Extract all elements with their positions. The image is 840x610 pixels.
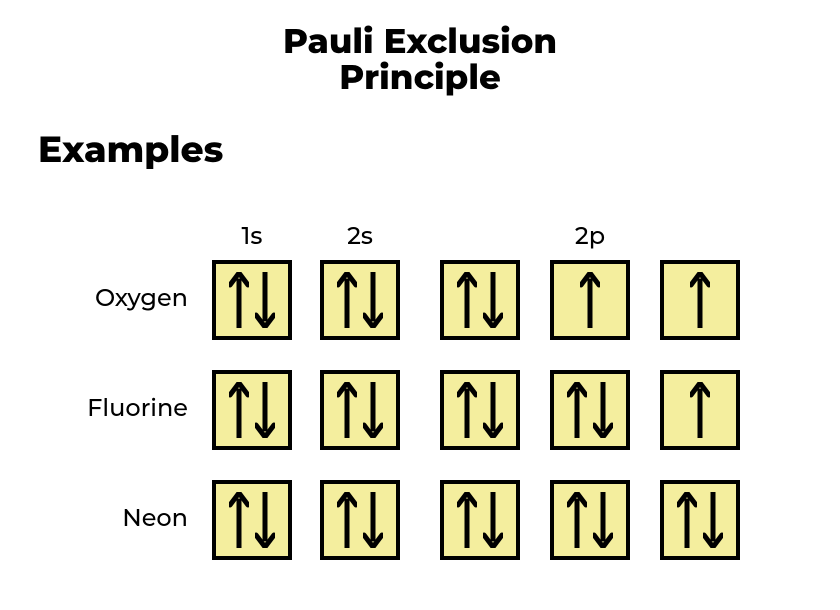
spin-up-icon	[457, 272, 477, 328]
spin-down-icon	[593, 492, 613, 548]
orbital-box	[440, 370, 520, 450]
spin-down-icon	[255, 492, 275, 548]
element-label: Oxygen	[0, 284, 188, 313]
element-label: Neon	[0, 504, 188, 533]
orbital-box	[660, 370, 740, 450]
spin-up-icon	[690, 272, 710, 328]
orbital-label: 2s	[320, 222, 400, 251]
spin-up-icon	[567, 382, 587, 438]
spin-up-icon	[457, 382, 477, 438]
orbital-box	[212, 480, 292, 560]
spin-down-icon	[703, 492, 723, 548]
spin-up-icon	[337, 492, 357, 548]
spin-up-icon	[229, 272, 249, 328]
page-title: Pauli ExclusionPrinciple	[0, 24, 840, 95]
orbital-box	[320, 370, 400, 450]
orbital-box	[660, 480, 740, 560]
spin-up-icon	[229, 382, 249, 438]
orbital-box	[212, 260, 292, 340]
spin-up-icon	[690, 382, 710, 438]
spin-down-icon	[255, 272, 275, 328]
spin-up-icon	[337, 272, 357, 328]
orbital-box	[440, 480, 520, 560]
spin-down-icon	[593, 382, 613, 438]
orbital-box	[550, 480, 630, 560]
spin-down-icon	[363, 382, 383, 438]
spin-down-icon	[483, 382, 503, 438]
spin-down-icon	[363, 272, 383, 328]
spin-up-icon	[580, 272, 600, 328]
orbital-box	[320, 260, 400, 340]
orbital-box	[212, 370, 292, 450]
spin-down-icon	[255, 382, 275, 438]
orbital-box	[550, 260, 630, 340]
orbital-label: 2p	[550, 222, 630, 251]
spin-up-icon	[567, 492, 587, 548]
spin-down-icon	[363, 492, 383, 548]
spin-down-icon	[483, 492, 503, 548]
element-label: Fluorine	[0, 394, 188, 423]
spin-up-icon	[229, 492, 249, 548]
orbital-box	[440, 260, 520, 340]
spin-up-icon	[677, 492, 697, 548]
spin-up-icon	[337, 382, 357, 438]
examples-heading: Examples	[38, 128, 223, 172]
spin-down-icon	[483, 272, 503, 328]
orbital-box	[660, 260, 740, 340]
orbital-box	[320, 480, 400, 560]
orbital-box	[550, 370, 630, 450]
orbital-label: 1s	[212, 222, 292, 251]
spin-up-icon	[457, 492, 477, 548]
